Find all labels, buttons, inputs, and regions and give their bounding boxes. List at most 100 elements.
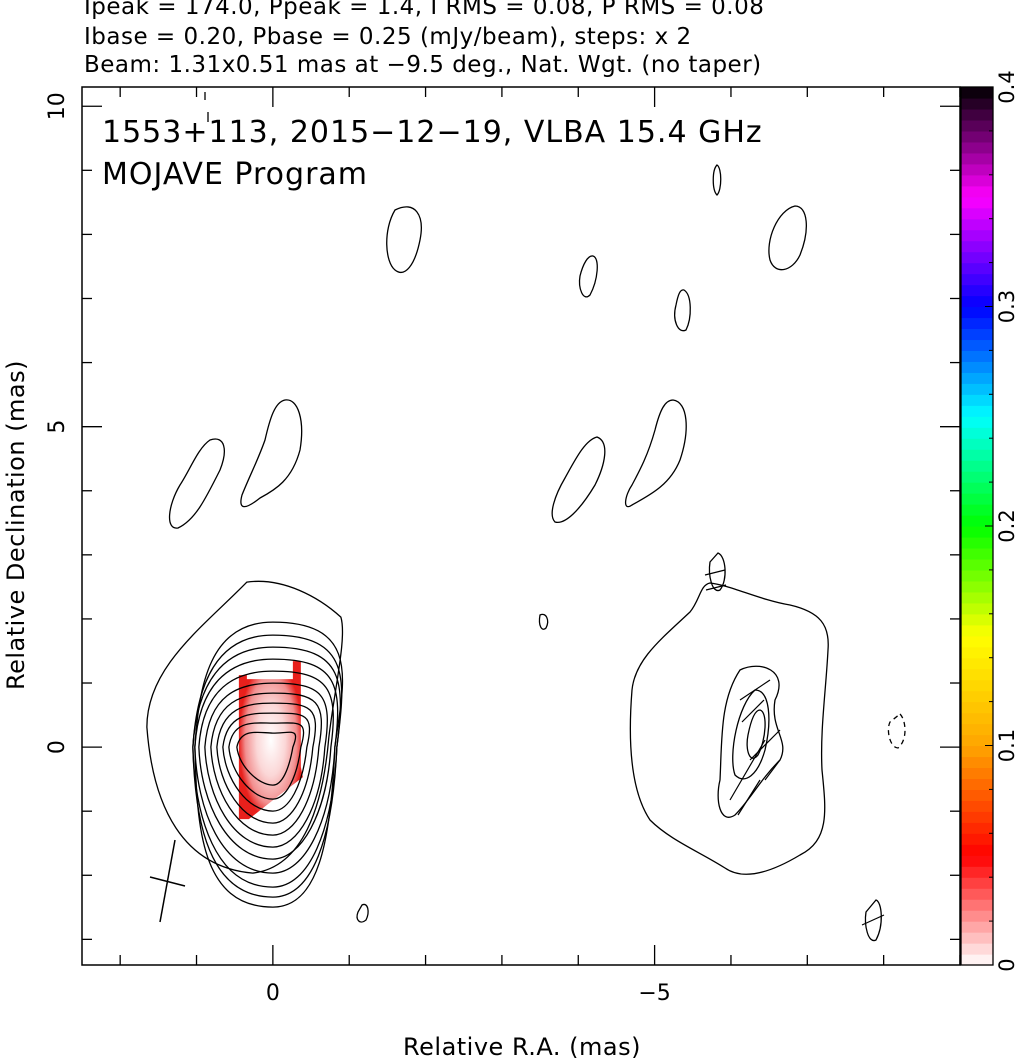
colorbar-cell: [961, 526, 993, 538]
colorbar-cell: [961, 361, 993, 373]
inner-contour: [746, 709, 766, 759]
colorbar-cell: [961, 932, 993, 944]
beam-minor-axis: [149, 876, 186, 887]
colorbar-cell: [961, 569, 993, 582]
colorbar-cell: [961, 723, 993, 736]
colorbar-cell: [961, 668, 993, 681]
colorbar-cell: [961, 515, 993, 527]
colorbar-cell: [961, 701, 993, 714]
blob: [712, 164, 722, 196]
contour-ring: [228, 722, 305, 800]
y-tick-label: 0: [45, 740, 70, 754]
blob: [708, 552, 726, 592]
colorbar-cell: [961, 811, 993, 823]
inner-contour: [717, 665, 784, 818]
contour-ring: [236, 731, 297, 786]
colorbar-cell: [961, 756, 993, 769]
right-contours: [551, 164, 906, 942]
evpa-tick: [861, 914, 885, 926]
blob: [240, 399, 303, 508]
blob: [386, 206, 422, 273]
colorbar-cell: [961, 778, 993, 790]
left-plot: [146, 92, 549, 923]
contour-ring: [192, 646, 341, 888]
colorbar-cell: [961, 284, 993, 297]
colorbar-cell: [961, 493, 993, 505]
colorbar-cell: [961, 449, 993, 461]
colorbar-cell: [961, 130, 993, 143]
y-tick-label: 5: [45, 420, 70, 434]
evpa-tick: [764, 759, 781, 781]
colorbar-cell: [961, 646, 993, 659]
colorbar-cell: [961, 602, 993, 615]
colorbar-cell: [961, 679, 993, 692]
y-tick-label: 10: [45, 92, 70, 120]
colorbar-cell: [961, 394, 993, 406]
x-tick-label: 0: [266, 981, 280, 1006]
colorbar-cell: [961, 866, 993, 878]
colorbar-cell: [961, 547, 993, 560]
contour-envelope: [146, 580, 344, 874]
colorbar-cell: [961, 163, 993, 176]
colorbar-cell: [961, 350, 993, 362]
small-features-left: [168, 92, 549, 923]
inner-contour: [732, 689, 770, 780]
outer-contour: [629, 582, 829, 875]
contour-ring: [204, 682, 328, 848]
colorbar-cell: [961, 833, 993, 845]
colorbar-cell: [961, 657, 993, 670]
colorbar-cell: [961, 152, 993, 165]
x-axis-label: Relative R.A. (mas): [403, 1033, 641, 1061]
colorbar-cell: [961, 427, 993, 439]
polarized-intensity-patch: [238, 661, 303, 820]
colorbar-cell: [961, 921, 993, 933]
colorbar-cell: [961, 613, 993, 626]
colorbar-cell: [961, 251, 993, 264]
colorbar-cell: [961, 306, 993, 319]
blob: [538, 613, 549, 630]
colorbar-cell: [961, 87, 993, 99]
colorbar-cell: [961, 196, 993, 209]
colorbar-cell: [961, 339, 993, 351]
colorbar-cell: [961, 460, 993, 472]
frames: [81, 86, 961, 966]
colorbar-cell: [961, 690, 993, 703]
blob: [168, 438, 225, 529]
colorbar-cell: [961, 789, 993, 801]
colorbar-tick-label: 0: [995, 958, 1019, 971]
evpa-tick: [739, 679, 771, 701]
dashed-negative-contour: [887, 713, 906, 749]
colorbar-cell: [961, 119, 993, 132]
colorbar-cell: [961, 141, 993, 154]
colorbar-cell: [961, 317, 993, 330]
colorbar-cell: [961, 416, 993, 428]
contour-ring: [210, 692, 323, 836]
stokes-i-contours: [146, 580, 344, 908]
blob: [356, 903, 369, 923]
colorbar-tick-label: 0.4: [995, 70, 1019, 103]
plot-frame: [81, 86, 961, 966]
labels: 1553+113, 2015−12−19, VLBA 15.4 GHz MOJA…: [2, 92, 763, 1061]
x-tick-label: −5: [638, 981, 670, 1006]
annotation-source: 1553+113, 2015−12−19, VLBA 15.4 GHz: [102, 115, 763, 150]
y-axis-label: Relative Declination (mas): [2, 360, 30, 690]
colorbar-cell: [961, 800, 993, 812]
annotation-program: MOJAVE Program: [102, 157, 368, 192]
colorbar-cell: [961, 174, 993, 187]
contour-ring: [216, 702, 317, 824]
colorbar-cell: [961, 624, 993, 637]
colorbar-cell: [961, 97, 993, 110]
colorbar-cell: [961, 910, 993, 922]
contour-ring: [222, 712, 311, 812]
colorbar-tick-label: 0.3: [995, 290, 1019, 323]
evpa-tick: [705, 584, 727, 591]
header-line-1: Ipeak = 174.0, Ppeak = 1.4, I RMS = 0.08…: [84, 0, 765, 20]
colorbar-cell: [961, 734, 993, 747]
evpa-tick: [741, 699, 765, 723]
blob: [864, 899, 882, 942]
colorbar-cell: [961, 580, 993, 593]
colorbar-cell: [961, 262, 993, 275]
colorbar-cell: [961, 899, 993, 911]
blob: [768, 205, 807, 271]
